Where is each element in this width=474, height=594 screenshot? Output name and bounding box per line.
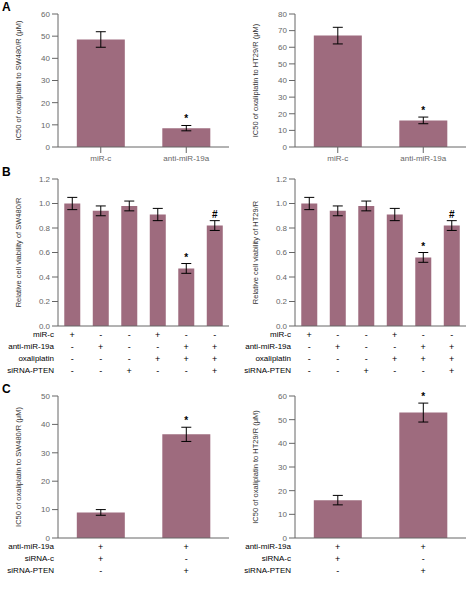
html-text:siRNA-PTEN: siRNA-PTEN [7, 366, 54, 375]
svg-text:80: 80 [278, 10, 287, 19]
html-text:oxaliplatin: oxaliplatin [255, 354, 291, 363]
svg-text:*: * [421, 105, 425, 116]
svg-text:0: 0 [46, 534, 51, 542]
svg-text:0: 0 [46, 143, 51, 152]
svg-text:30: 30 [278, 463, 287, 472]
svg-text:0.8: 0.8 [39, 224, 51, 233]
svg-text:0.6: 0.6 [276, 248, 288, 257]
svg-text:0.2: 0.2 [39, 297, 51, 306]
svg-text:20: 20 [41, 99, 50, 108]
svg-text:60: 60 [278, 43, 287, 52]
svg-text:*: * [184, 252, 188, 263]
svg-text:30: 30 [41, 76, 50, 85]
svg-text:40: 40 [278, 439, 287, 448]
html-text:siRNA-c: siRNA-c [24, 554, 54, 563]
svg-text:10: 10 [278, 126, 287, 135]
svg-text:*: * [184, 415, 188, 426]
html-text:B: B [2, 165, 11, 179]
html-text:C: C [2, 382, 11, 396]
html-text:miR-c: miR-c [33, 330, 54, 339]
svg-text:20: 20 [278, 110, 287, 119]
svg-text:10: 10 [41, 121, 50, 130]
html-text:siRNA-PTEN: siRNA-PTEN [244, 566, 291, 575]
svg-text:40: 40 [41, 420, 50, 429]
svg-text:50: 50 [41, 392, 50, 401]
html-text:anti-miR-19a: anti-miR-19a [8, 342, 54, 351]
svg-text:*: * [421, 391, 425, 402]
svg-text:miR-c: miR-c [327, 154, 348, 163]
svg-text:70: 70 [278, 26, 287, 35]
svg-text:IC50 of oxaliplatin to HT29/R: IC50 of oxaliplatin to HT29/R (μM) [251, 410, 260, 524]
svg-text:1.2: 1.2 [39, 175, 51, 184]
svg-text:anti-miR-19a: anti-miR-19a [163, 154, 209, 163]
svg-text:*: * [184, 113, 188, 124]
svg-text:anti-miR-19a: anti-miR-19a [400, 154, 446, 163]
svg-text:1.2: 1.2 [276, 175, 288, 184]
html-text:oxaliplatin: oxaliplatin [18, 354, 54, 363]
svg-text:0.4: 0.4 [276, 273, 288, 282]
svg-text:20: 20 [41, 477, 50, 486]
html-text:A: A [2, 0, 11, 14]
svg-text:0.2: 0.2 [276, 297, 288, 306]
svg-text:0.8: 0.8 [276, 224, 288, 233]
svg-text:30: 30 [41, 449, 50, 458]
svg-text:IC50 of oxaliplatin to SW480/R: IC50 of oxaliplatin to SW480/R (μM) [14, 20, 23, 140]
svg-text:0.6: 0.6 [39, 248, 51, 257]
html-text:miR-c: miR-c [270, 330, 291, 339]
svg-text:0: 0 [283, 534, 288, 542]
html-text:siRNA-c: siRNA-c [261, 554, 291, 563]
svg-text:IC50 of oxaliplatin to HT29/R: IC50 of oxaliplatin to HT29/R (μM) [251, 23, 260, 137]
svg-text:0.0: 0.0 [276, 322, 288, 330]
html-text:anti-miR-19a: anti-miR-19a [8, 542, 54, 551]
svg-text:1.0: 1.0 [39, 199, 51, 208]
svg-text:1.0: 1.0 [276, 199, 288, 208]
svg-text:60: 60 [278, 392, 287, 401]
svg-text:20: 20 [278, 487, 287, 496]
svg-text:IC50 of oxaliplatin to SW480/R: IC50 of oxaliplatin to SW480/R (μM) [14, 407, 23, 527]
svg-text:10: 10 [278, 510, 287, 519]
svg-text:30: 30 [278, 93, 287, 102]
svg-text:miR-c: miR-c [90, 154, 111, 163]
html-text:siRNA-PTEN: siRNA-PTEN [244, 366, 291, 375]
svg-text:Relative cell viability of HT2: Relative cell viability of HT29/R [251, 200, 260, 304]
svg-text:40: 40 [41, 54, 50, 63]
svg-text:50: 50 [278, 416, 287, 425]
svg-text:0: 0 [283, 143, 288, 152]
svg-text:*: * [421, 241, 425, 252]
svg-text:10: 10 [41, 505, 50, 514]
html-text:anti-miR-19a: anti-miR-19a [245, 342, 291, 351]
html-text:anti-miR-19a: anti-miR-19a [245, 542, 291, 551]
svg-text:40: 40 [278, 76, 287, 85]
html-text:siRNA-PTEN: siRNA-PTEN [7, 566, 54, 575]
svg-text:#: # [449, 209, 455, 220]
svg-text:0.4: 0.4 [39, 273, 51, 282]
svg-text:60: 60 [41, 10, 50, 19]
svg-text:50: 50 [278, 60, 287, 69]
svg-text:Relative cell viability of SW4: Relative cell viability of SW480/R [14, 197, 23, 307]
svg-text:#: # [212, 209, 218, 220]
svg-text:50: 50 [41, 32, 50, 41]
svg-text:0.0: 0.0 [39, 322, 51, 330]
